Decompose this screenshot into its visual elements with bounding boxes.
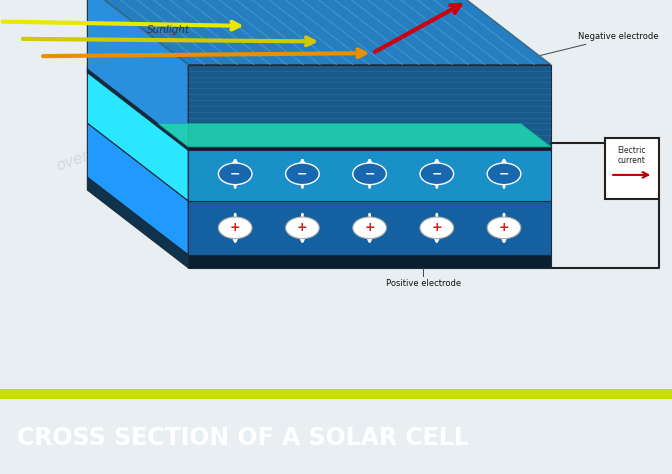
Polygon shape xyxy=(87,0,188,147)
Polygon shape xyxy=(158,124,551,147)
Text: Positive electrode: Positive electrode xyxy=(386,279,461,288)
Polygon shape xyxy=(87,67,188,150)
Circle shape xyxy=(218,163,252,185)
Polygon shape xyxy=(87,69,551,147)
Circle shape xyxy=(286,217,319,238)
Circle shape xyxy=(487,217,521,238)
Text: −: − xyxy=(499,167,509,180)
Circle shape xyxy=(353,163,386,185)
Text: Electric
current: Electric current xyxy=(618,146,646,165)
Circle shape xyxy=(487,163,521,185)
Text: Negative electrode: Negative electrode xyxy=(540,32,659,55)
Text: +: + xyxy=(431,221,442,234)
Polygon shape xyxy=(188,147,551,201)
Circle shape xyxy=(420,163,454,185)
Text: −: − xyxy=(297,167,308,180)
Polygon shape xyxy=(87,123,188,255)
Polygon shape xyxy=(87,123,551,201)
Polygon shape xyxy=(188,201,551,255)
Text: −: − xyxy=(364,167,375,180)
Polygon shape xyxy=(188,145,551,150)
Polygon shape xyxy=(188,255,551,268)
Text: roadtome.com: roadtome.com xyxy=(392,56,482,100)
Text: +: + xyxy=(364,221,375,234)
Text: +: + xyxy=(297,221,308,234)
Text: −: − xyxy=(431,167,442,180)
Polygon shape xyxy=(87,177,551,255)
Bar xyxy=(605,138,659,199)
Circle shape xyxy=(353,217,386,238)
Bar xyxy=(0,389,672,399)
Polygon shape xyxy=(87,67,551,145)
Text: CROSS SECTION OF A SOLAR CELL: CROSS SECTION OF A SOLAR CELL xyxy=(17,426,468,450)
Text: +: + xyxy=(499,221,509,234)
Text: overardome: overardome xyxy=(54,128,147,174)
Text: +: + xyxy=(230,221,241,234)
Polygon shape xyxy=(87,69,188,201)
Text: Sunlight: Sunlight xyxy=(146,25,190,35)
Polygon shape xyxy=(87,0,551,65)
Polygon shape xyxy=(188,65,551,147)
Text: −: − xyxy=(230,167,241,180)
Circle shape xyxy=(218,217,252,238)
Circle shape xyxy=(286,163,319,185)
Polygon shape xyxy=(87,177,188,268)
Circle shape xyxy=(420,217,454,238)
